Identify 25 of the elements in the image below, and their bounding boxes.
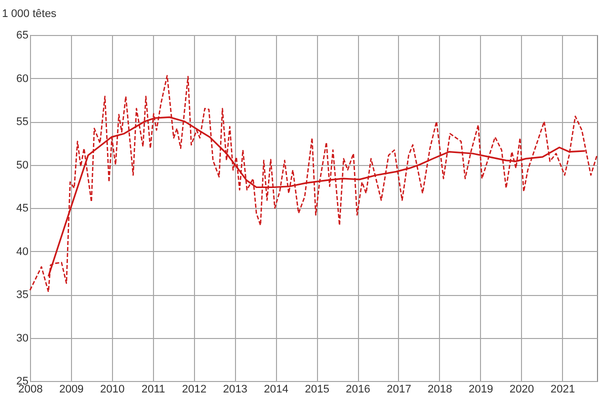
y-tick-label: 50 — [16, 159, 28, 172]
x-tick-label: 2016 — [346, 384, 370, 396]
line-series — [48, 116, 586, 278]
y-tick-label: 35 — [16, 289, 28, 301]
x-tick-label: 2020 — [510, 384, 534, 396]
x-tick-label: 2014 — [264, 384, 288, 396]
x-tick-label: 2008 — [18, 384, 43, 396]
x-tick-label: 2021 — [550, 384, 575, 396]
x-tick-label: 2013 — [222, 384, 248, 396]
y-tick-label: 65 — [16, 30, 28, 42]
line-series — [29, 75, 598, 293]
x-tick-label: 2018 — [428, 384, 452, 396]
y-tick-label: 30 — [16, 332, 28, 344]
x-tick-label: 2011 — [141, 384, 166, 396]
x-tick-label: 2015 — [304, 384, 330, 396]
y-axis-title: 1 000 têtes — [2, 8, 57, 20]
x-tick-label: 2017 — [386, 384, 412, 396]
x-tick-label: 2010 — [100, 384, 125, 396]
y-tick-label: 45 — [16, 202, 28, 214]
x-tick-label: 2012 — [182, 384, 206, 396]
y-tick-label: 60 — [16, 72, 28, 85]
y-tick-label: 55 — [16, 116, 28, 128]
y-tick-label: 40 — [16, 246, 28, 258]
x-tick-label: 2009 — [59, 384, 84, 396]
x-tick-label: 2019 — [468, 384, 494, 396]
